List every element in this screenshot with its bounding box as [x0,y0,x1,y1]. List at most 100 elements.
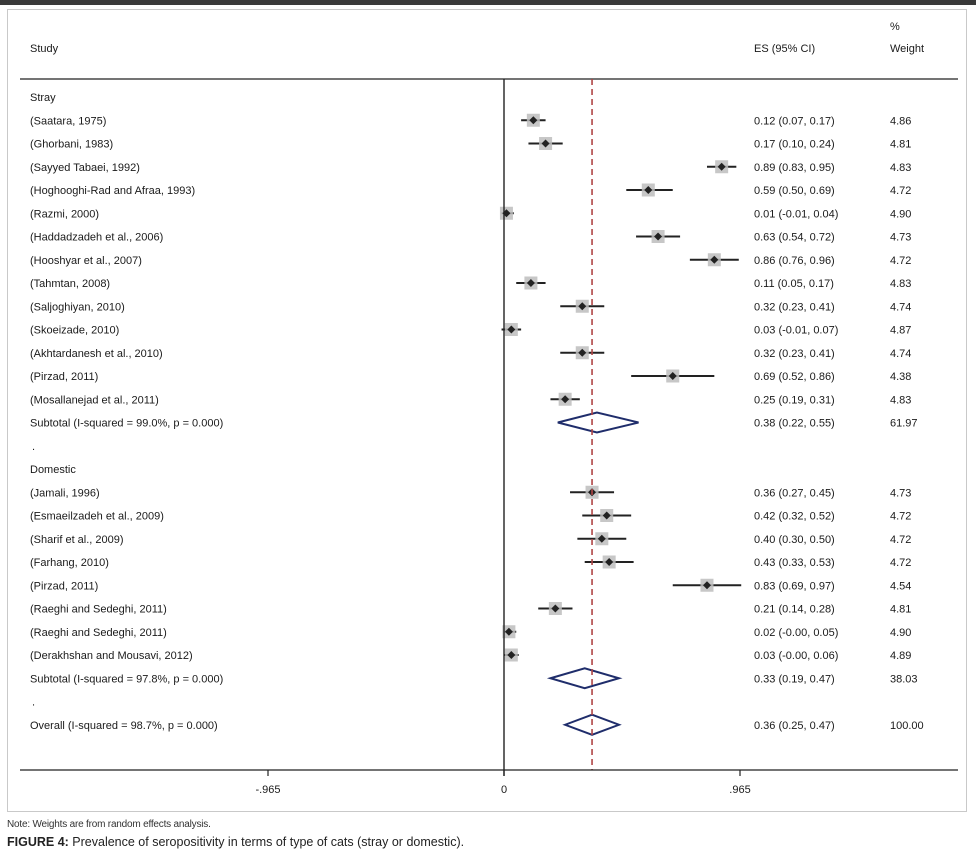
effect-size-ci: 0.43 (0.33, 0.53) [754,557,835,569]
pooled-diamond [557,411,639,434]
study-label: (Saljoghiyan, 2010) [30,301,125,313]
study-label: (Pirzad, 2011) [30,580,98,592]
point-estimate [561,395,570,404]
row-study: (Sayyed Tabaei, 1992) 0.89 (0.83, 0.95) 4.… [30,160,911,174]
study-label: (Pirzad, 2011) [30,371,98,383]
row-study: (Raeghi and Sedeghi, 2011) 0.02 (-0.00, 0… [30,625,911,639]
header-es: ES (95% CI) [754,43,815,55]
tick-label: -.965 [255,784,280,796]
point-estimate [597,534,606,543]
row-study: (Esmaeilzadeh et al., 2009) 0.42 (0.32, 0… [30,509,911,523]
study-label: (Ghorbani, 1983) [30,139,113,151]
row-dot: . [32,697,35,709]
study-label: (Saatara, 1975) [30,115,106,127]
effect-size-ci: 0.01 (-0.01, 0.04) [754,208,838,220]
effect-size-ci: 0.69 (0.52, 0.86) [754,371,835,383]
figure-caption: FIGURE 4: Prevalence of seropositivity i… [7,835,464,849]
effect-size-ci: 0.32 (0.23, 0.41) [754,348,835,360]
study-label: (Sayyed Tabaei, 1992) [30,162,140,174]
point-estimate [541,139,550,148]
row-dot: . [32,441,35,453]
weight-value: 4.72 [890,557,911,569]
figure-label: FIGURE 4: [7,835,69,849]
x-axis-ticks: -.965 0 .965 [255,770,751,796]
weight-value: 4.81 [890,604,911,616]
weight-value: 4.72 [890,185,911,197]
study-label: Subtotal (I-squared = 99.0%, p = 0.000) [30,418,223,430]
study-label: (Hooshyar et al., 2007) [30,255,142,267]
study-label: (Razmi, 2000) [30,208,99,220]
point-estimate [529,116,538,125]
weight-value: 4.86 [890,115,911,127]
weight-value: 4.81 [890,139,911,151]
row-study: (Saljoghiyan, 2010) 0.32 (0.23, 0.41) 4.74 [30,299,911,313]
point-estimate [507,325,516,334]
weight-value: 4.83 [890,394,911,406]
study-label: (Sharif et al., 2009) [30,534,124,546]
effect-size-ci: 0.86 (0.76, 0.96) [754,255,835,267]
point-estimate [504,627,513,636]
pooled-diamond [546,667,623,690]
study-label: (Skoeizade, 2010) [30,325,119,337]
weight-value: 4.72 [890,534,911,546]
weight-value: 4.74 [890,301,911,313]
forest-plot: Study ES (95% CI) % Weight Stray (Saatara… [20,21,958,796]
row-study: (Razmi, 2000) 0.01 (-0.01, 0.04) 4.90 [30,206,911,220]
study-label: Overall (I-squared = 98.7%, p = 0.000) [30,720,218,732]
row-study: (Farhang, 2010) 0.43 (0.33, 0.53) 4.72 [30,555,911,569]
study-label: (Derakhshan and Mousavi, 2012) [30,650,193,662]
effect-size-ci: 0.36 (0.25, 0.47) [754,720,835,732]
point-estimate [602,511,611,520]
point-estimate [717,162,726,171]
tick-label: .965 [729,784,750,796]
footnote: Note: Weights are from random effects an… [7,819,211,830]
point-estimate [668,372,677,380]
effect-size-ci: 0.02 (-0.00, 0.05) [754,627,838,639]
effect-size-ci: 0.12 (0.07, 0.17) [754,115,835,127]
effect-size-ci: 0.59 (0.50, 0.69) [754,185,835,197]
row-study: (Tahmtan, 2008) 0.11 (0.05, 0.17) 4.83 [30,276,911,290]
study-label: (Mosallanejad et al., 2011) [30,394,159,406]
effect-size-ci: 0.21 (0.14, 0.28) [754,604,835,616]
point-estimate [578,348,587,357]
row-study: (Pirzad, 2011) 0.83 (0.69, 0.97) 4.54 [30,578,911,592]
row-study: (Haddadzadeh et al., 2006) 0.63 (0.54, 0.… [30,230,911,244]
spacer-dot: . [32,441,35,453]
weight-value: 4.83 [890,278,911,290]
row-group: Domestic [30,464,76,476]
study-label: (Hoghooghi-Rad and Afraa, 1993) [30,185,195,197]
weight-value: 4.73 [890,232,911,244]
study-label: (Raeghi and Sedeghi, 2011) [30,627,167,639]
effect-size-ci: 0.11 (0.05, 0.17) [754,278,834,290]
effect-size-ci: 0.40 (0.30, 0.50) [754,534,835,546]
group-label: Stray [30,92,56,104]
weight-value: 4.38 [890,371,911,383]
point-estimate [644,186,653,194]
study-label: (Akhtardanesh et al., 2010) [30,348,163,360]
point-estimate [702,581,711,590]
tick-label: 0 [501,784,507,796]
row-study: (Jamali, 1996) 0.36 (0.27, 0.45) 4.73 [30,485,911,499]
point-estimate [654,232,663,241]
weight-value: 4.83 [890,162,911,174]
weight-value: 61.97 [890,418,918,430]
effect-size-ci: 0.89 (0.83, 0.95) [754,162,835,174]
header-weight-pct: % [890,21,900,33]
point-estimate [507,651,516,659]
row-study: (Skoeizade, 2010) 0.03 (-0.01, 0.07) 4.87 [30,323,911,337]
weight-value: 38.03 [890,673,918,685]
figure-caption-text: Prevalence of seropositivity in terms of… [68,835,465,849]
weight-value: 4.72 [890,255,911,267]
row-study: (Derakhshan and Mousavi, 2012) 0.03 (-0.0… [30,648,911,662]
effect-size-ci: 0.03 (-0.00, 0.06) [754,650,838,662]
rows-layer: Stray (Saatara, 1975) 0.12 (0.07, 0.17) 4.8… [30,92,924,736]
header-study: Study [30,43,59,55]
row-study: (Akhtardanesh et al., 2010) 0.32 (0.23, 0… [30,346,911,360]
top-border [0,0,976,5]
row-overall: Overall (I-squared = 98.7%, p = 0.000) 0.… [30,713,924,736]
study-label: (Haddadzadeh et al., 2006) [30,232,163,244]
weight-value: 4.90 [890,208,911,220]
weight-value: 4.73 [890,487,911,499]
study-label: (Tahmtan, 2008) [30,278,110,290]
row-study: (Mosallanejad et al., 2011) 0.25 (0.19, 0… [30,392,911,406]
